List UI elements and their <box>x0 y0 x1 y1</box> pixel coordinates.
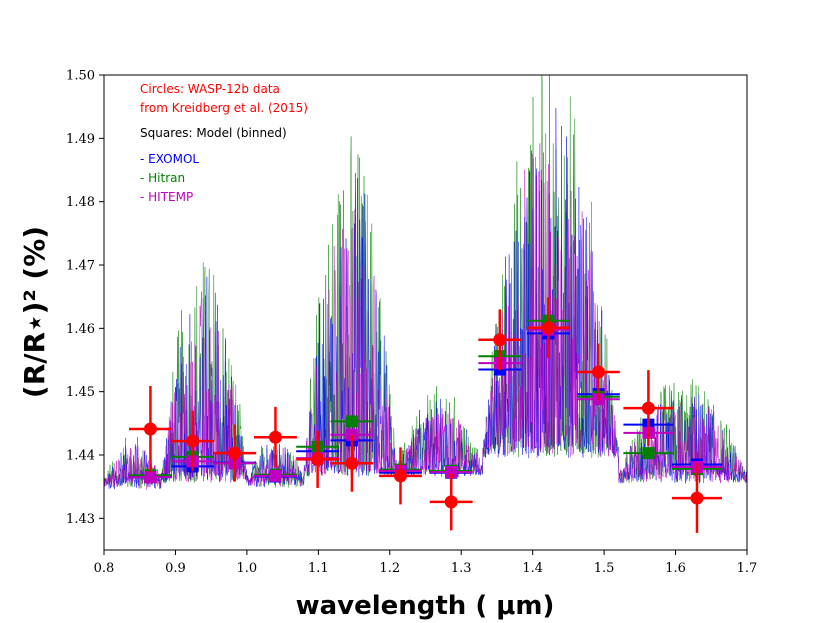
y-tick-label: 1.46 <box>66 322 95 337</box>
legend-annotations: Circles: WASP-12b data from Kreidberg et… <box>140 82 308 204</box>
legend-hitran: - Hitran <box>140 171 185 185</box>
hitran-model-square <box>345 415 358 428</box>
observed-data-circle <box>444 495 458 509</box>
legend-exomol: - EXOMOL <box>140 152 199 166</box>
x-tick-label: 1.5 <box>594 561 615 576</box>
y-tick-label: 1.49 <box>66 132 95 147</box>
observed-data-circle <box>591 365 605 379</box>
hitemp-model-square <box>144 471 157 484</box>
x-axis-ticks: 0.8 0.9 1.0 1.1 1.2 1.3 1.4 1.5 1.6 1.7 <box>94 550 758 576</box>
y-tick-label: 1.43 <box>66 512 95 527</box>
y-tick-label: 1.48 <box>66 195 95 210</box>
hitemp-model-square <box>269 469 282 482</box>
x-tick-label: 1.6 <box>665 561 686 576</box>
observed-data-circle <box>641 401 655 415</box>
observed-data-circle <box>541 321 555 335</box>
x-tick-label: 1.7 <box>737 561 758 576</box>
y-tick-label: 1.50 <box>66 69 95 84</box>
observed-data-points <box>129 297 722 533</box>
hitran-model-square <box>642 447 655 460</box>
x-tick-label: 1.0 <box>237 561 258 576</box>
x-axis-label: wavelength ( μm) <box>296 591 555 621</box>
y-axis-label: (R/R⋆)² (%) <box>18 226 51 398</box>
x-tick-label: 1.3 <box>451 561 472 576</box>
y-tick-label: 1.44 <box>66 449 95 464</box>
observed-data-circle <box>345 456 359 470</box>
x-tick-label: 1.4 <box>522 561 543 576</box>
hitemp-model-square <box>445 466 458 479</box>
plot-frame <box>103 74 748 551</box>
x-tick-label: 0.8 <box>94 561 115 576</box>
annotation-circles-line2: from Kreidberg et al. (2015) <box>140 101 308 115</box>
x-tick-label: 1.1 <box>308 561 329 576</box>
observed-data-circle <box>268 430 282 444</box>
x-tick-label: 0.9 <box>165 561 186 576</box>
observed-data-circle <box>493 333 507 347</box>
annotation-squares: Squares: Model (binned) <box>140 126 287 140</box>
y-tick-label: 1.45 <box>66 385 95 400</box>
observed-data-circle <box>690 491 704 505</box>
observed-data-circle <box>311 452 325 466</box>
hitemp-spectrum-line <box>104 143 747 490</box>
observed-data-circle <box>186 434 200 448</box>
observed-data-circle <box>393 469 407 483</box>
x-tick-label: 1.2 <box>379 561 400 576</box>
y-tick-label: 1.47 <box>66 259 95 274</box>
legend-hitemp: - HITEMP <box>140 190 193 204</box>
observed-data-circle <box>143 422 157 436</box>
annotation-circles-line1: Circles: WASP-12b data <box>140 82 280 96</box>
observed-data-circle <box>228 446 242 460</box>
y-axis-ticks: 1.43 1.44 1.45 1.46 1.47 1.48 1.49 1.50 <box>66 69 104 527</box>
